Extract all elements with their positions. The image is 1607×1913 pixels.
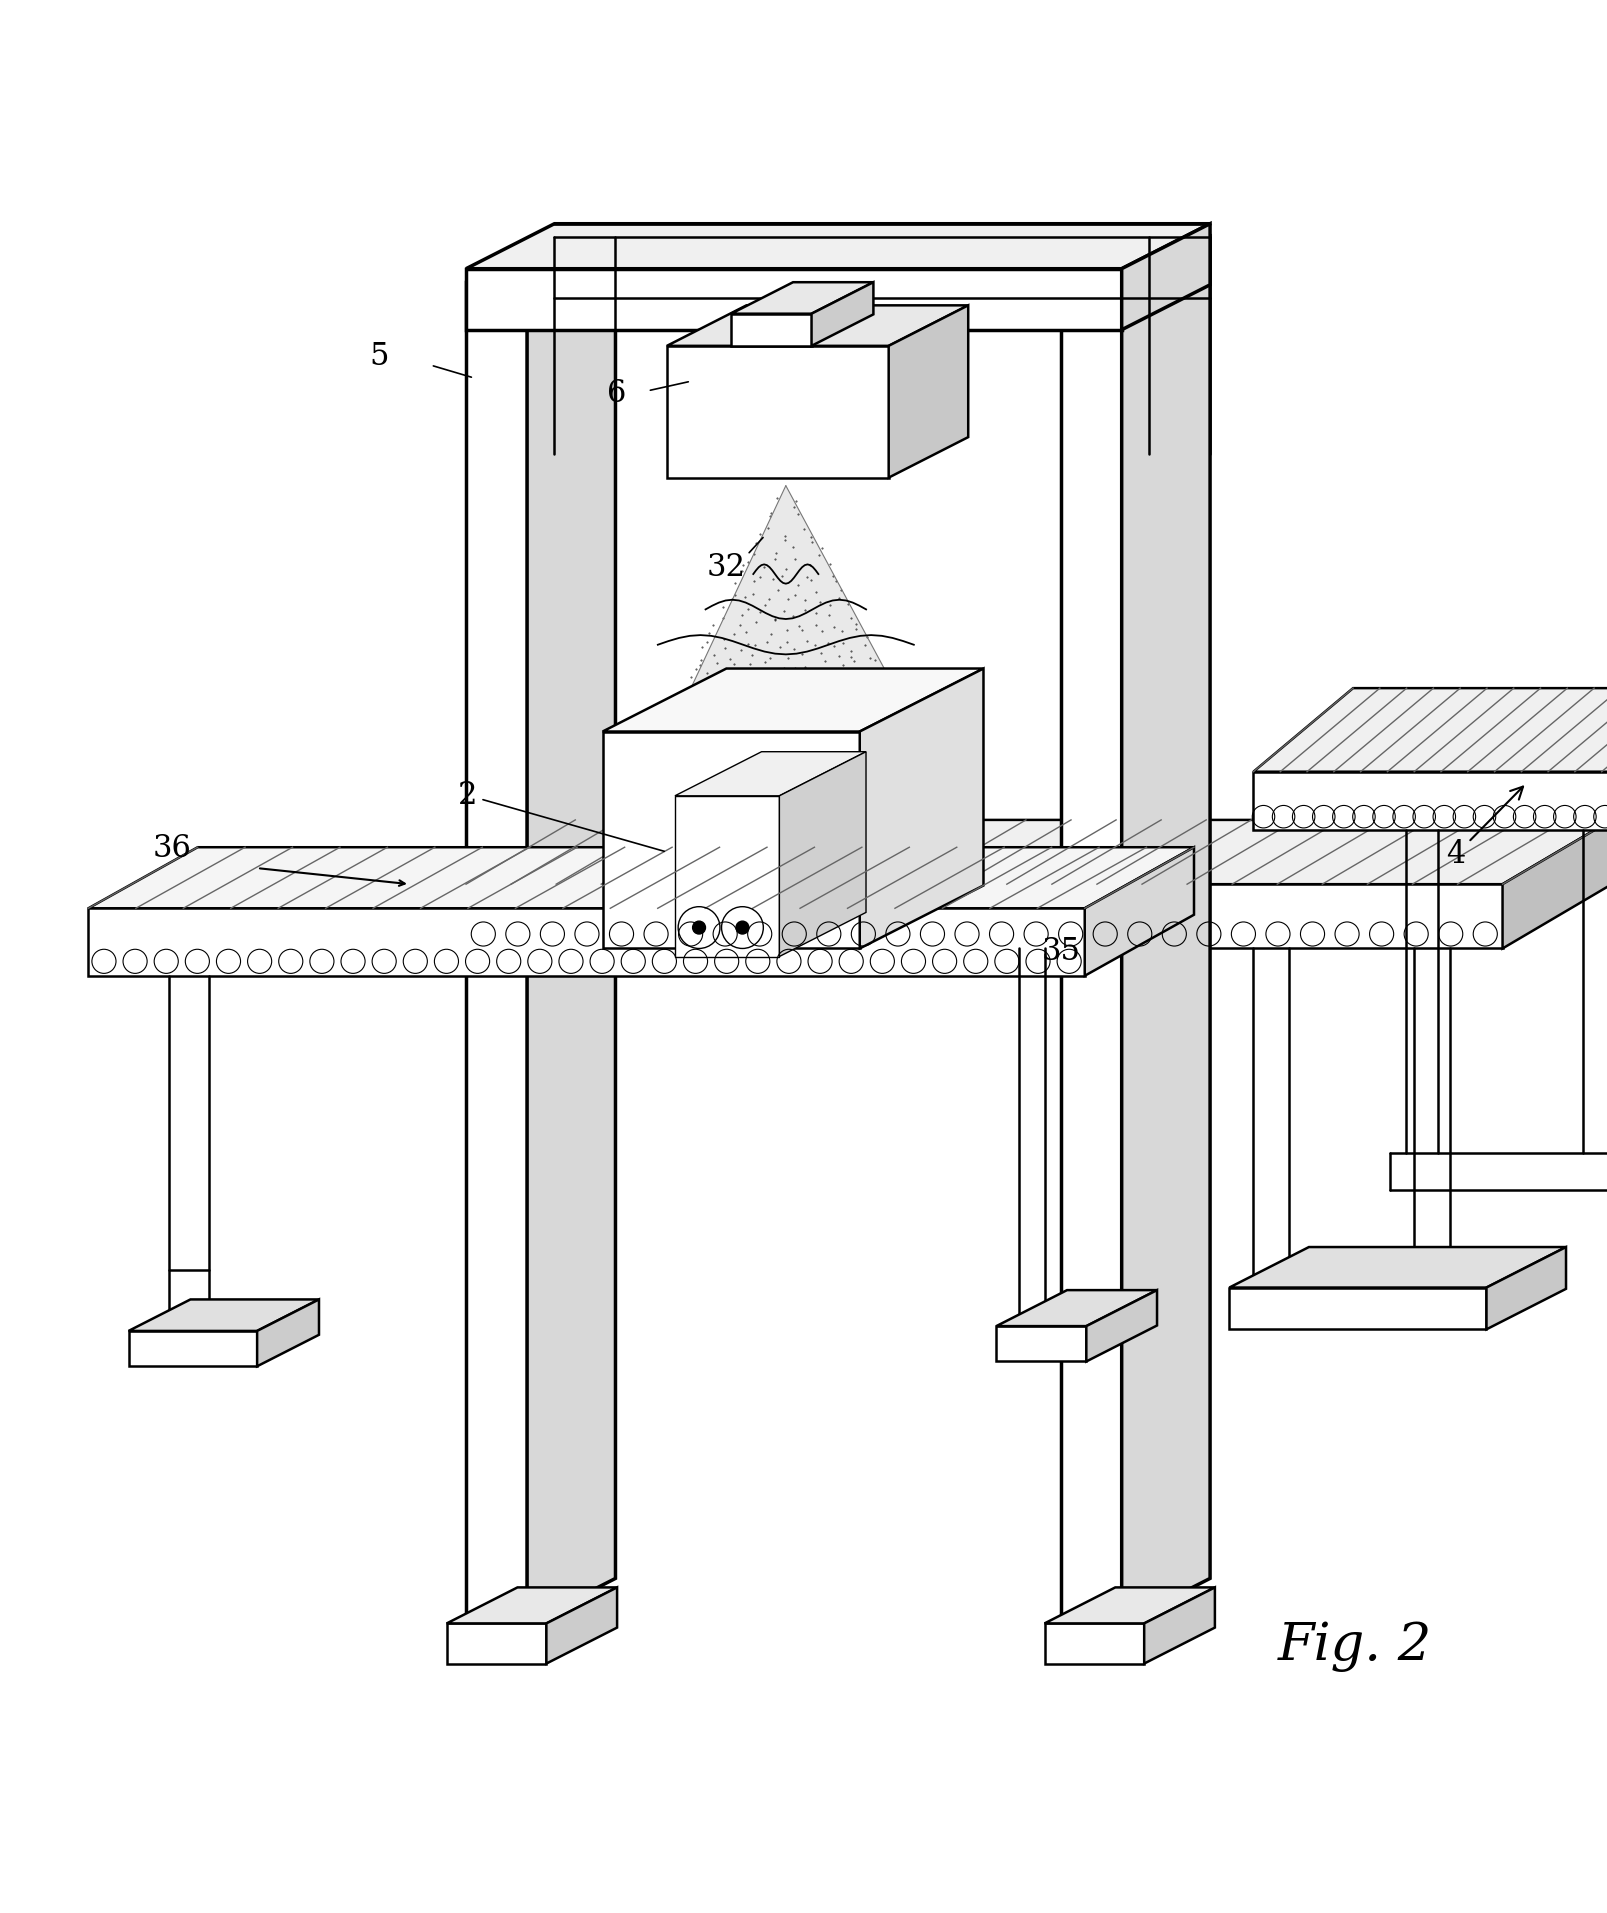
Polygon shape	[667, 346, 889, 478]
Polygon shape	[1045, 1588, 1215, 1624]
Polygon shape	[889, 306, 967, 478]
Polygon shape	[1486, 1247, 1565, 1330]
Polygon shape	[466, 821, 1607, 884]
Polygon shape	[1229, 1247, 1565, 1287]
Polygon shape	[569, 486, 1035, 949]
Polygon shape	[129, 1299, 318, 1331]
Polygon shape	[667, 306, 967, 346]
Polygon shape	[1061, 237, 1210, 281]
Polygon shape	[860, 668, 983, 949]
Polygon shape	[675, 796, 779, 956]
Polygon shape	[466, 237, 615, 281]
Polygon shape	[1085, 847, 1194, 976]
Polygon shape	[603, 668, 983, 731]
Polygon shape	[88, 909, 1085, 976]
Polygon shape	[1503, 821, 1607, 949]
Text: 36: 36	[153, 832, 191, 865]
Polygon shape	[1086, 1289, 1157, 1362]
Text: Fig. 2: Fig. 2	[1278, 1622, 1432, 1672]
Polygon shape	[1253, 689, 1607, 771]
Polygon shape	[88, 847, 1194, 909]
Text: 35: 35	[1041, 935, 1080, 966]
Polygon shape	[1045, 1624, 1144, 1664]
Polygon shape	[466, 224, 1210, 268]
Polygon shape	[1122, 237, 1210, 1624]
Polygon shape	[603, 731, 860, 949]
Polygon shape	[675, 752, 866, 796]
Polygon shape	[129, 1331, 257, 1366]
Polygon shape	[466, 281, 527, 1624]
Text: 2: 2	[458, 781, 664, 851]
Circle shape	[736, 922, 749, 934]
Polygon shape	[527, 237, 615, 1624]
Polygon shape	[1061, 281, 1122, 1624]
Text: 6: 6	[607, 379, 627, 409]
Text: 32: 32	[707, 551, 746, 583]
Polygon shape	[1229, 1287, 1486, 1330]
Circle shape	[693, 922, 705, 934]
Polygon shape	[996, 1289, 1157, 1326]
Polygon shape	[447, 1588, 617, 1624]
Polygon shape	[1253, 771, 1607, 830]
Polygon shape	[447, 1624, 546, 1664]
Polygon shape	[812, 283, 874, 346]
Polygon shape	[1122, 224, 1210, 329]
Polygon shape	[779, 752, 866, 956]
Polygon shape	[731, 314, 812, 346]
Text: 4: 4	[1446, 786, 1523, 870]
Polygon shape	[546, 1588, 617, 1664]
Polygon shape	[1144, 1588, 1215, 1664]
Polygon shape	[257, 1299, 318, 1366]
Polygon shape	[466, 268, 1122, 329]
Text: 5: 5	[370, 341, 389, 373]
Polygon shape	[996, 1326, 1086, 1362]
Polygon shape	[731, 283, 874, 314]
Polygon shape	[466, 884, 1503, 949]
